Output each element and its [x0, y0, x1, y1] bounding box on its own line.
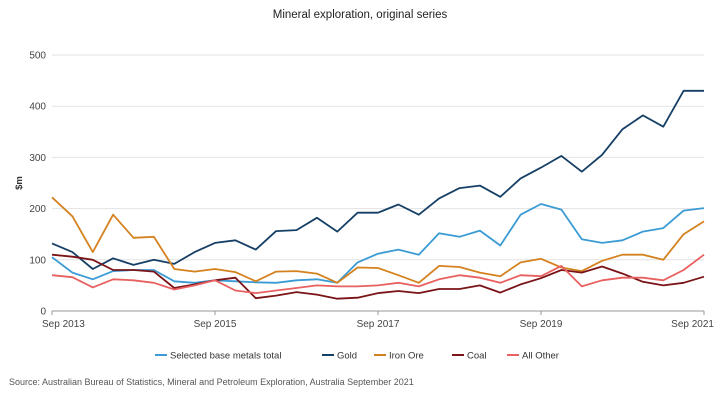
series-line-gold — [51, 89, 704, 270]
x-tick-label: Sep 2019 — [520, 319, 563, 330]
series-line-selected-base-metals-total — [51, 203, 705, 284]
y-tick-label: 0 — [40, 307, 46, 318]
y-tick-label: 200 — [29, 204, 46, 215]
source-note: Source: Australian Bureau of Statistics,… — [9, 377, 414, 387]
x-tick-label: Sep 2015 — [194, 319, 237, 330]
legend-label-coal: Coal — [467, 351, 487, 362]
series-line-coal — [51, 253, 705, 300]
legend-label-selected-base-metals-total: Selected base metals total — [170, 351, 281, 362]
legend-label-iron-ore: Iron Ore — [389, 351, 424, 362]
legend-label-gold: Gold — [337, 351, 357, 362]
legend: Selected base metals total Gold Iron Ore Co… — [155, 351, 559, 362]
y-axis-ticks: 0 100 200 300 400 500 — [29, 51, 46, 318]
legend-label-all-other: All Other — [522, 351, 559, 362]
chart-title: Mineral exploration, original series — [272, 9, 448, 21]
x-tick-label: Sep 2017 — [357, 319, 400, 330]
y-axis-label: $m — [14, 176, 25, 190]
series-line-iron-ore — [51, 196, 705, 284]
y-tick-label: 500 — [29, 51, 46, 62]
series-lines — [51, 89, 705, 300]
y-tick-label: 400 — [29, 102, 46, 113]
x-axis-ticks: Sep 2013 Sep 2015 Sep 2017 Sep 2019 Sep 2021 — [42, 311, 714, 330]
y-tick-label: 100 — [29, 255, 46, 266]
x-tick-label: Sep 2021 — [671, 319, 714, 330]
y-tick-label: 300 — [29, 153, 46, 164]
x-tick-label: Sep 2013 — [42, 319, 85, 330]
series-line-all-other — [51, 253, 705, 295]
gridlines — [52, 54, 704, 312]
